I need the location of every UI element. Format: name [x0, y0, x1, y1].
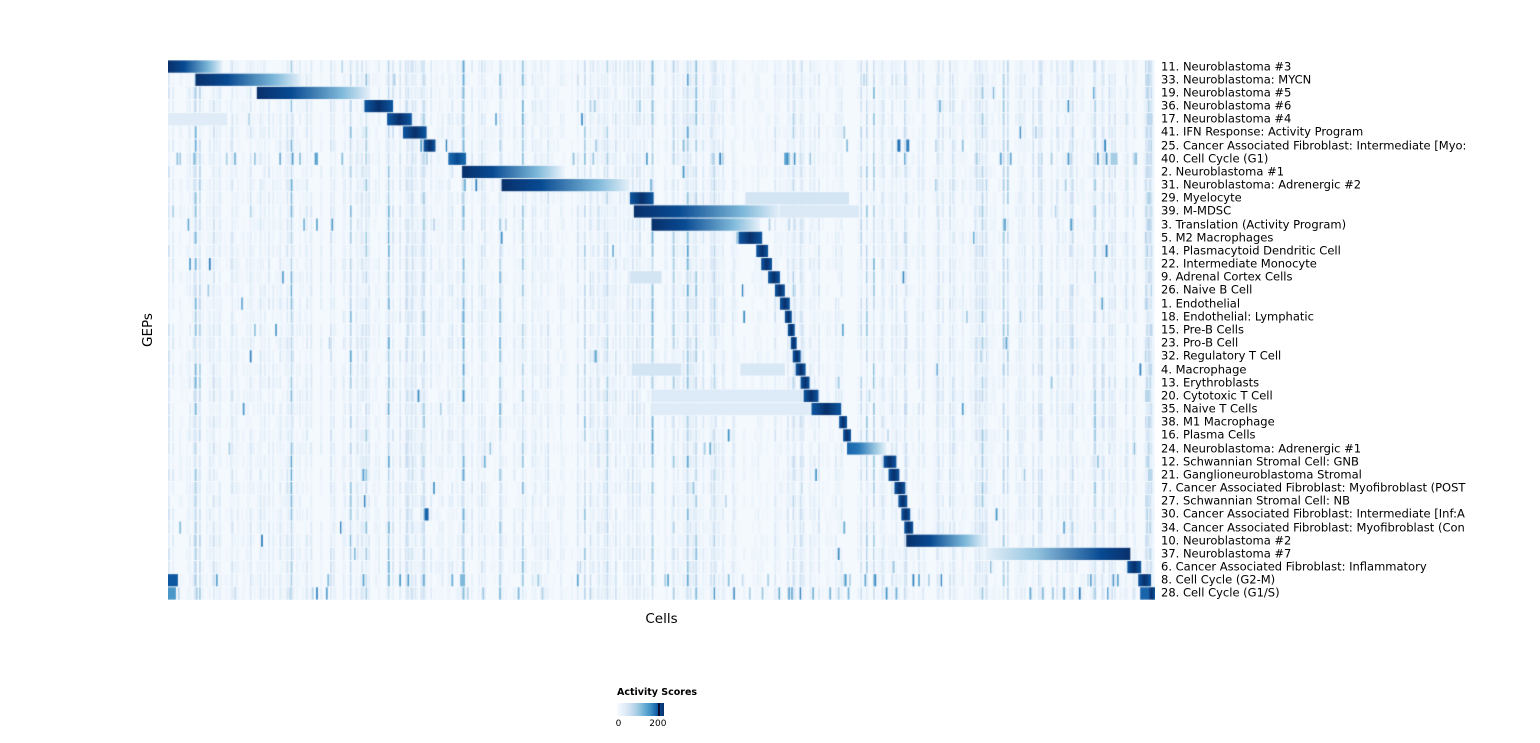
- row-label: 14. Plasmacytoid Dendritic Cell: [1161, 243, 1341, 258]
- row-label: 29. Myelocyte: [1161, 190, 1242, 205]
- row-label: 9. Adrenal Cortex Cells: [1161, 269, 1293, 284]
- row-label: 26. Naive B Cell: [1161, 282, 1253, 297]
- row-label: 15. Pre-B Cells: [1161, 322, 1244, 337]
- row-label: 10. Neuroblastoma #2: [1161, 532, 1292, 547]
- row-label: 5. M2 Macrophages: [1161, 230, 1274, 245]
- row-label: 20. Cytotoxic T Cell: [1161, 388, 1273, 403]
- row-label: 6. Cancer Associated Fibroblast: Inflamm…: [1161, 559, 1427, 574]
- row-label: 34. Cancer Associated Fibroblast: Myofib…: [1161, 519, 1465, 534]
- row-label: 2. Neuroblastoma #1: [1161, 164, 1285, 179]
- row-label: 30. Cancer Associated Fibroblast: Interm…: [1161, 506, 1465, 521]
- row-label: 27. Schwannian Stromal Cell: NB: [1161, 493, 1351, 508]
- row-label: 38. M1 Macrophage: [1161, 414, 1275, 429]
- row-label: 22. Intermediate Monocyte: [1161, 256, 1317, 271]
- legend-tick: [657, 703, 660, 716]
- row-label: 1. Endothelial: [1161, 295, 1241, 310]
- row-label: 11. Neuroblastoma #3: [1161, 58, 1292, 73]
- legend-max-label: 200: [649, 719, 667, 729]
- row-label: 12. Schwannian Stromal Cell: GNB: [1161, 453, 1359, 468]
- row-label: 19. Neuroblastoma #5: [1161, 85, 1292, 100]
- legend-title: Activity Scores: [617, 687, 698, 698]
- row-label: 7. Cancer Associated Fibroblast: Myofibr…: [1161, 480, 1466, 495]
- legend-gradient-bar: [617, 703, 664, 716]
- heatmap-canvas: [168, 60, 1155, 600]
- row-labels: 11. Neuroblastoma #3 33. Neuroblastoma: M…: [1161, 60, 1540, 600]
- row-label: 40. Cell Cycle (G1): [1161, 151, 1269, 166]
- row-label: 4. Macrophage: [1161, 361, 1247, 376]
- row-label: 32. Regulatory T Cell: [1161, 348, 1282, 363]
- row-label: 41. IFN Response: Activity Program: [1161, 124, 1364, 139]
- row-label: 35. Naive T Cells: [1161, 401, 1258, 416]
- row-label: 39. M-MDSC: [1161, 203, 1232, 218]
- row-label: 18. Endothelial: Lymphatic: [1161, 309, 1314, 324]
- row-label: 13. Erythroblasts: [1161, 374, 1260, 389]
- legend-labels: 0 200: [615, 719, 677, 730]
- y-axis-label: GEPs: [140, 313, 156, 347]
- row-label: 16. Plasma Cells: [1161, 427, 1256, 442]
- row-label: 25. Cancer Associated Fibroblast: Interm…: [1161, 137, 1467, 152]
- row-label: 21. Ganglioneuroblastoma Stromal: [1161, 467, 1362, 482]
- row-label: 33. Neuroblastoma: MYCN: [1161, 72, 1312, 86]
- row-label: 17. Neuroblastoma #4: [1161, 111, 1292, 126]
- row-label: 36. Neuroblastoma #6: [1161, 98, 1292, 113]
- row-label: 3. Translation (Activity Program): [1161, 216, 1347, 231]
- row-label: 31. Neuroblastoma: Adrenergic #2: [1161, 177, 1362, 192]
- row-label: 28. Cell Cycle (G1/S): [1161, 585, 1280, 600]
- legend: Activity Scores 0 200: [615, 687, 747, 730]
- row-label: 37. Neuroblastoma #7: [1161, 546, 1292, 561]
- legend-min-label: 0: [615, 719, 622, 729]
- row-label: 24. Neuroblastoma: Adrenergic #1: [1161, 440, 1362, 455]
- row-label: 23. Pro-B Cell: [1161, 335, 1239, 350]
- x-axis-label: Cells: [645, 611, 678, 627]
- row-label: 8. Cell Cycle (G2-M): [1161, 572, 1276, 587]
